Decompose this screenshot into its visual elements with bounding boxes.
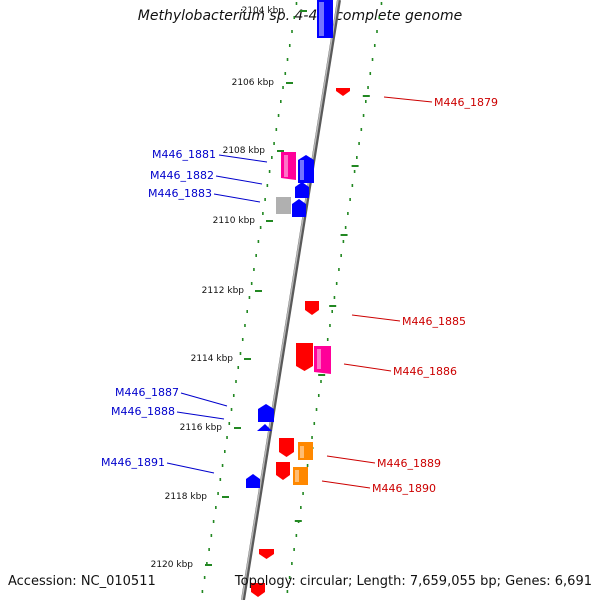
gene-m446_1883-b[interactable] [292, 199, 306, 217]
accession-text: Accession: NC_010511 [8, 574, 156, 589]
gene-m446_1889-b[interactable] [298, 442, 313, 460]
map-title: Methylobacterium sp. 4-46, complete geno… [137, 8, 463, 24]
tick-label-2116: 2116 kbp [180, 423, 223, 433]
gene-m446_1881-b[interactable] [298, 155, 314, 183]
gene-top-partial[interactable] [317, 0, 333, 38]
position-dots [201, 2, 383, 593]
gene-label-m446_1879[interactable]: M446_1879 [434, 96, 498, 109]
gene-features [246, 0, 350, 597]
gene-m446_1881[interactable] [281, 152, 296, 180]
gene-label-m446_1890[interactable]: M446_1890 [372, 482, 436, 495]
gene-m446_1883[interactable] [276, 197, 291, 214]
gene-label-m446_1882[interactable]: M446_1882 [150, 169, 214, 182]
genome-summary-text: Topology: circular; Length: 7,659,055 bp… [234, 574, 592, 589]
genome-backbone [241, 0, 341, 600]
gene-m446_1890[interactable] [276, 462, 290, 480]
tick-label-2108: 2108 kbp [223, 146, 266, 156]
gene-m446_1886-b[interactable] [314, 346, 331, 374]
gene-m446_1890-b[interactable] [293, 467, 308, 485]
gene-label-m446_1886[interactable]: M446_1886 [393, 365, 457, 378]
gene-m446_1891[interactable] [246, 474, 260, 488]
gene-label-m446_1885[interactable]: M446_1885 [402, 315, 466, 328]
gene-label-m446_1888[interactable]: M446_1888 [111, 405, 175, 418]
tick-label-2104: 2104 kbp [242, 6, 285, 16]
gene-label-m446_1887[interactable]: M446_1887 [115, 386, 179, 399]
tick-label-2120: 2120 kbp [151, 560, 194, 570]
gene-bottom-red-1[interactable] [259, 549, 274, 559]
tick-label-2106: 2106 kbp [232, 78, 275, 88]
gene-m446_1885[interactable] [305, 301, 319, 315]
gene-m446_1879[interactable] [336, 88, 350, 96]
gene-labels: M446_1881 M446_1882 M446_1883 M446_1887 M446… [101, 96, 498, 495]
tick-label-2110: 2110 kbp [213, 216, 256, 226]
gene-bottom-red-2[interactable] [251, 583, 265, 597]
gene-label-m446_1891[interactable]: M446_1891 [101, 456, 165, 469]
gene-label-m446_1881[interactable]: M446_1881 [152, 148, 216, 161]
gene-m446_1887[interactable] [258, 404, 274, 422]
tick-label-2112: 2112 kbp [202, 286, 245, 296]
tick-label-2118: 2118 kbp [165, 492, 208, 502]
tick-label-2114: 2114 kbp [191, 354, 234, 364]
gene-m446_1889[interactable] [279, 438, 294, 457]
kbp-ticks: 2104 kbp 2106 kbp 2108 kbp 2110 kbp 2112 kbp… [151, 6, 370, 570]
gene-label-m446_1889[interactable]: M446_1889 [377, 457, 441, 470]
gene-label-m446_1883[interactable]: M446_1883 [148, 187, 212, 200]
gene-m446_1882[interactable] [295, 182, 309, 198]
gene-m446_1888[interactable] [257, 424, 272, 431]
gene-m446_1886[interactable] [296, 343, 313, 371]
